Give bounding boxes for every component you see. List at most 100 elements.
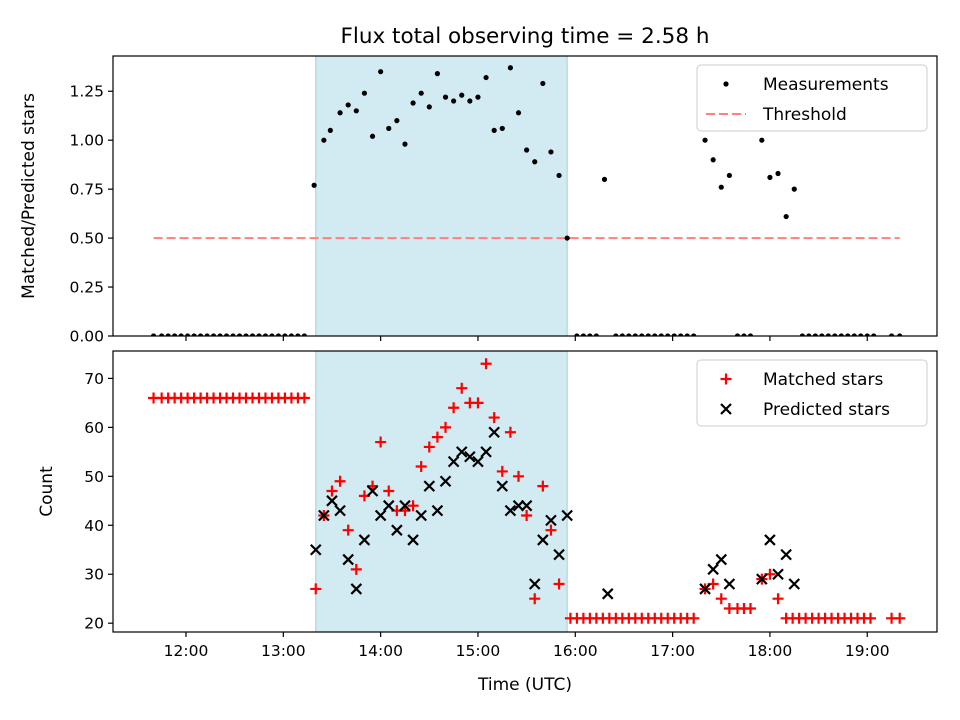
measurement-point: [775, 170, 781, 177]
figure-title: Flux total observing time = 2.58 h: [341, 24, 710, 49]
y-tick-label: 0.00: [69, 328, 104, 346]
measurement-point: [150, 333, 157, 336]
measurement-point: [378, 69, 384, 75]
measurement-point: [691, 333, 697, 336]
matched-star-point: [864, 612, 876, 624]
measurement-point: [858, 333, 864, 336]
matched-star-point: [423, 441, 435, 453]
predicted-star-point: [772, 568, 784, 581]
predicted-star-point: [358, 534, 371, 546]
predicted-star-point: [756, 573, 768, 585]
markers: [150, 65, 903, 336]
predicted-star-point: [455, 446, 468, 458]
measurement-point: [726, 172, 732, 179]
predicted-star-point: [715, 553, 728, 566]
measurement-point: [386, 125, 392, 132]
predicted-star-point: [488, 426, 500, 439]
measurement-point: [249, 333, 256, 336]
predicted-star-point: [780, 548, 792, 561]
predicted-star-point: [366, 485, 379, 497]
measurement-point: [888, 333, 895, 336]
matched-star-point: [407, 500, 419, 512]
matched-star-point: [553, 578, 565, 590]
y-tick-label: 30: [84, 566, 104, 584]
measurement-point: [230, 333, 236, 336]
measurement-point: [442, 94, 449, 100]
ratio-panel: 0.00 0.25 0.50 0.75 1.00 1.25 Matched/Predicte…: [19, 55, 938, 346]
predicted-star-point: [415, 509, 427, 522]
measurement-point: [185, 333, 191, 336]
matched-star-point: [488, 412, 500, 424]
matched-star-point: [310, 583, 322, 595]
x-tick-label: 18:00: [748, 642, 793, 660]
predicted-star-point: [439, 475, 452, 487]
measurement-point: [671, 333, 677, 336]
measurement-point: [178, 333, 184, 336]
matched-star-point: [545, 524, 557, 536]
legend: Matched stars Predicted stars: [696, 359, 928, 427]
predicted-star-point: [334, 504, 346, 517]
measurement-point: [632, 333, 638, 336]
measurement-point: [475, 94, 481, 100]
measurement-point: [524, 147, 530, 153]
matched-star-point: [772, 593, 784, 605]
legend-entry-label: Matched stars: [763, 370, 883, 390]
y-tick-label: 40: [84, 517, 104, 535]
measurement-point: [210, 333, 217, 336]
measurement-point: [197, 333, 204, 336]
measurement-point: [593, 333, 599, 336]
matched-star-point: [480, 358, 492, 370]
predicted-star-point: [496, 480, 509, 492]
measurement-point: [426, 104, 432, 110]
axes-frame: [112, 55, 938, 337]
measurement-point: [491, 127, 497, 134]
highlight-span: [315, 56, 568, 336]
measurement-point: [819, 333, 825, 336]
matched-star-point: [894, 612, 906, 624]
measurement-point: [897, 333, 903, 336]
predicted-star-point: [545, 514, 557, 527]
measurement-point: [864, 333, 870, 336]
measurement-point: [311, 182, 317, 188]
predicted-star-point: [407, 534, 419, 546]
count-panel: 12:00 13:00 14:00 15:00 16:00 17:00 18:00 19:00…: [37, 350, 938, 660]
measurement-point: [394, 118, 400, 124]
markers: [148, 358, 906, 624]
measurement-point: [639, 333, 645, 336]
axes-frame: [112, 350, 938, 633]
measurement-point: [832, 333, 838, 336]
measurement-point: [321, 137, 327, 143]
matched-star-point: [326, 485, 338, 497]
measurement-point: [767, 174, 773, 180]
measurement-point: [540, 80, 546, 87]
measurement-point: [806, 333, 812, 336]
predicted-star-point: [342, 553, 354, 566]
measurement-point: [345, 102, 351, 108]
matched-star-point: [688, 612, 700, 624]
measurement-point: [747, 333, 754, 336]
measurement-point: [791, 186, 797, 192]
legend-box: [696, 359, 928, 427]
predicted-star-point: [423, 480, 436, 492]
x-tick-label: 15:00: [456, 642, 501, 660]
matched-star-point: [537, 480, 549, 492]
measurement-point: [243, 333, 249, 336]
measurement-point: [652, 333, 658, 336]
measurement-point: [564, 235, 570, 241]
measurement-point: [759, 137, 765, 143]
measurement-point: [327, 127, 333, 134]
measurement-point: [783, 213, 789, 220]
measurement-point: [262, 333, 269, 336]
measurement-point: [619, 333, 625, 336]
measurement-point: [282, 333, 288, 336]
measurement-point: [580, 333, 586, 336]
highlight-span: [315, 351, 568, 632]
measurement-point: [871, 333, 877, 336]
measurement-point: [256, 333, 262, 336]
measurement-point: [459, 92, 465, 98]
x-axis-label: Time (UTC): [477, 675, 572, 695]
measurement-point: [288, 333, 295, 336]
predicted-star-point: [382, 499, 395, 512]
measurement-point: [532, 159, 538, 165]
